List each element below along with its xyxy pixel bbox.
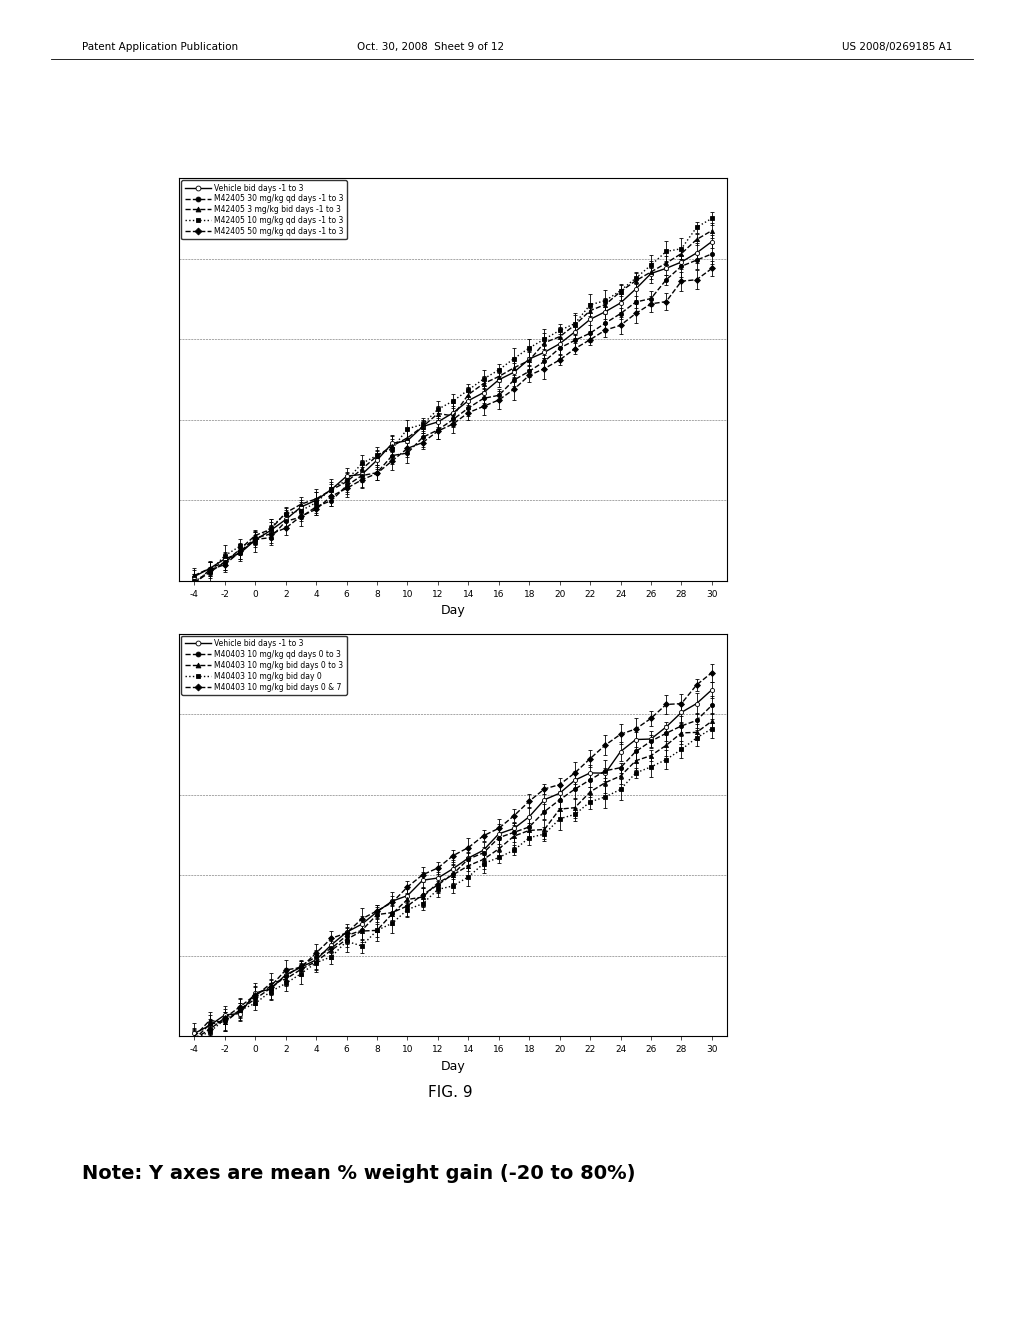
Legend: Vehicle bid days -1 to 3, M42405 30 mg/kg qd days -1 to 3, M42405 3 mg/kg bid da: Vehicle bid days -1 to 3, M42405 30 mg/k… <box>181 181 347 239</box>
Legend: Vehicle bid days -1 to 3, M40403 10 mg/kg qd days 0 to 3, M40403 10 mg/kg bid da: Vehicle bid days -1 to 3, M40403 10 mg/k… <box>181 636 346 694</box>
Text: US 2008/0269185 A1: US 2008/0269185 A1 <box>842 42 952 53</box>
Text: Note: Y axes are mean % weight gain (-20 to 80%): Note: Y axes are mean % weight gain (-20… <box>82 1164 636 1183</box>
Text: Oct. 30, 2008  Sheet 9 of 12: Oct. 30, 2008 Sheet 9 of 12 <box>356 42 504 53</box>
Text: Patent Application Publication: Patent Application Publication <box>82 42 238 53</box>
Text: FIG. 9: FIG. 9 <box>428 1085 473 1100</box>
X-axis label: Day: Day <box>440 1060 466 1073</box>
X-axis label: Day: Day <box>440 605 466 618</box>
